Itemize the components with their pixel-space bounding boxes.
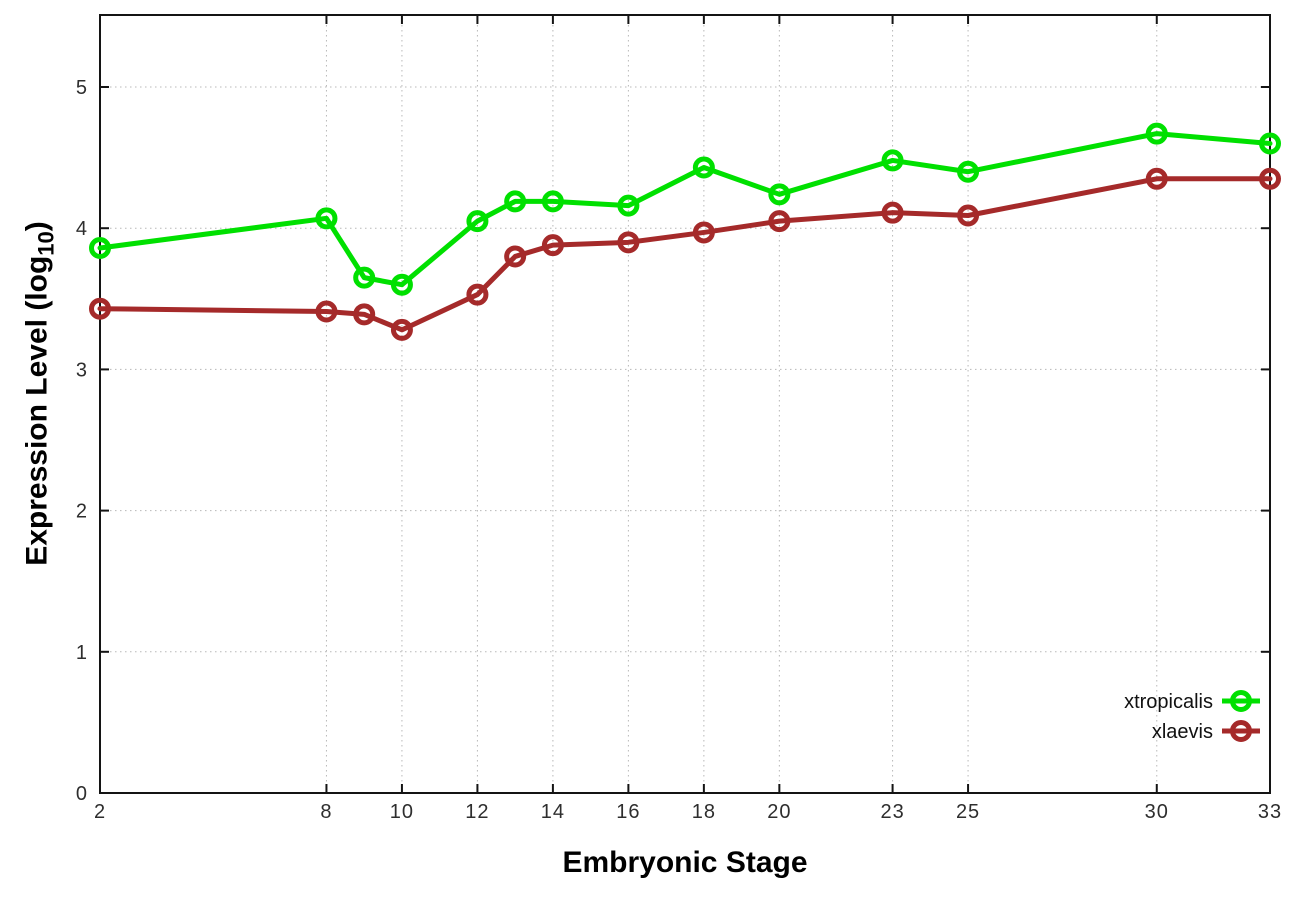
legend-marker-xtropicalis: [1230, 690, 1252, 712]
data-point-xtropicalis: [617, 194, 640, 217]
x-tick-label: 18: [692, 801, 716, 823]
data-point-xtropicalis: [692, 156, 715, 179]
y-axis-title-subscript: 10: [33, 231, 59, 256]
y-tick-label: 4: [76, 218, 88, 240]
data-point-xtropicalis: [1259, 132, 1281, 155]
x-tick-label: 25: [956, 801, 980, 823]
data-point-xlaevis: [881, 201, 904, 224]
data-point-xtropicalis: [353, 266, 376, 289]
data-point-xlaevis: [541, 234, 564, 257]
data-point-xlaevis: [692, 221, 715, 244]
y-tick-label: 3: [76, 359, 88, 381]
data-point-xlaevis: [353, 303, 376, 326]
data-point-xlaevis: [617, 231, 640, 254]
data-point-xlaevis: [1145, 167, 1168, 190]
x-tick-label: 2: [94, 801, 106, 823]
data-point-xlaevis: [390, 318, 413, 341]
plot-border: [99, 14, 1271, 794]
x-tick-label: 12: [465, 801, 489, 823]
series-line-xtropicalis: [97, 131, 1273, 288]
y-axis-title: Expression Level (log10): [21, 184, 60, 604]
y-tick-label: 5: [76, 77, 88, 99]
data-point-xlaevis: [1259, 167, 1281, 190]
x-tick-label: 14: [541, 801, 565, 823]
data-point-xtropicalis: [957, 160, 980, 183]
y-tick-label: 2: [76, 501, 88, 523]
y-tick-label: 1: [76, 642, 88, 664]
data-point-xtropicalis: [315, 207, 338, 230]
legend-label-xtropicalis: xtropicalis: [1124, 691, 1213, 713]
y-axis-title-close: ): [20, 221, 54, 232]
data-point-xtropicalis: [541, 190, 564, 213]
y-tick-label: 0: [76, 783, 88, 805]
data-point-xlaevis: [466, 283, 489, 306]
y-axis-title-text: Expression Level (log: [20, 255, 54, 566]
data-point-xlaevis: [89, 297, 111, 320]
data-point-xtropicalis: [466, 210, 489, 233]
x-tick-label: 23: [880, 801, 904, 823]
data-point-xtropicalis: [1145, 122, 1168, 145]
x-tick-label: 33: [1258, 801, 1282, 823]
legend-marker-xlaevis: [1230, 720, 1252, 742]
data-point-xlaevis: [768, 210, 791, 233]
data-point-xtropicalis: [390, 273, 413, 296]
data-point-xlaevis: [504, 245, 527, 268]
x-tick-label: 8: [320, 801, 332, 823]
x-tick-label: 10: [390, 801, 414, 823]
x-tick-label: 20: [767, 801, 791, 823]
data-point-xlaevis: [315, 300, 338, 323]
data-point-xtropicalis: [89, 236, 111, 259]
legend-label-xlaevis: xlaevis: [1152, 721, 1213, 743]
data-point-xtropicalis: [768, 183, 791, 206]
x-tick-label: 16: [616, 801, 640, 823]
series-line-xlaevis: [97, 176, 1273, 333]
data-point-xlaevis: [957, 204, 980, 227]
x-tick-label: 30: [1145, 801, 1169, 823]
data-point-xtropicalis: [504, 190, 527, 213]
data-point-xtropicalis: [881, 149, 904, 172]
x-axis-title: Embryonic Stage: [562, 846, 808, 879]
